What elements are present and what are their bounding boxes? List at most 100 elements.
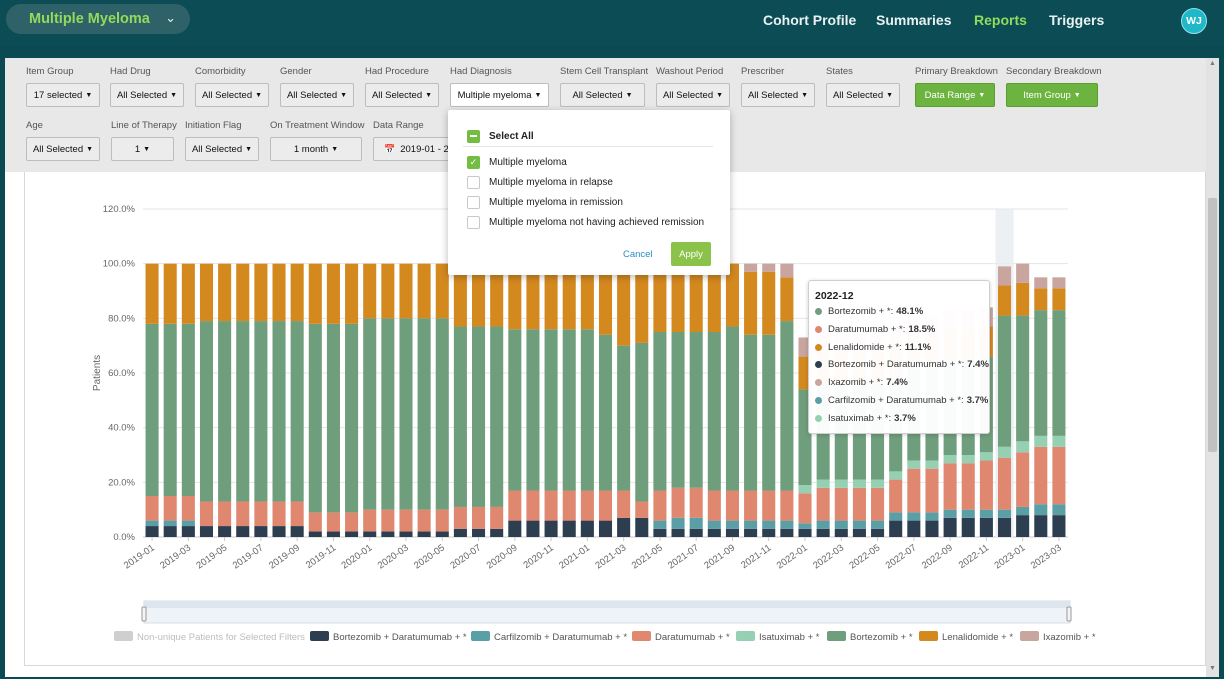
caret-down-icon: ▼ bbox=[340, 91, 348, 99]
item-group-value: 17 selected bbox=[33, 89, 83, 101]
age-dropdown[interactable]: All Selected ▼ bbox=[26, 137, 100, 161]
data-range-value: 2019-01 - 20 bbox=[400, 143, 455, 155]
caret-down-icon: ▼ bbox=[716, 91, 724, 99]
series-dot bbox=[815, 343, 822, 351]
stem-cell-transplant-value: All Selected bbox=[572, 89, 623, 101]
caret-down-icon: ▼ bbox=[245, 145, 253, 153]
on-treatment-window-value: 1 month bbox=[293, 143, 329, 155]
diagnosis-option[interactable]: Multiple myeloma in remission bbox=[467, 195, 623, 211]
caret-down-icon: ▼ bbox=[801, 91, 809, 99]
diagnosis-option[interactable]: Multiple myeloma in relapse bbox=[467, 174, 613, 190]
tooltip-series-value: 7.4% bbox=[967, 359, 989, 371]
cohort-selector[interactable]: Multiple Myeloma ⌄ bbox=[6, 4, 190, 34]
secondary-breakdown-dropdown[interactable]: Item Group ▼ bbox=[1006, 83, 1098, 107]
tooltip-row: Bortezomib + Daratumumab + *: 7.4% bbox=[815, 359, 989, 370]
checkbox[interactable] bbox=[467, 175, 480, 189]
scroll-up-arrow-icon[interactable]: ▲ bbox=[1209, 60, 1216, 67]
select-all-label: Select All bbox=[489, 130, 534, 142]
scroll-down-arrow-icon[interactable]: ▼ bbox=[1209, 665, 1216, 672]
tooltip-series-name: Isatuximab + *: bbox=[828, 412, 892, 424]
initiation-flag-dropdown[interactable]: All Selected ▼ bbox=[185, 137, 259, 161]
apply-button[interactable]: Apply bbox=[671, 242, 711, 266]
filter-label-stem-cell-transplant: Stem Cell Transplant bbox=[560, 66, 649, 77]
checkbox[interactable] bbox=[467, 216, 480, 230]
series-dot bbox=[815, 325, 822, 333]
nav-triggers[interactable]: Triggers bbox=[1049, 12, 1105, 28]
calendar-icon: 📅 bbox=[384, 143, 396, 154]
initiation-flag-value: All Selected bbox=[191, 143, 243, 155]
series-dot bbox=[815, 361, 822, 369]
tooltip-row: Carfilzomib + Daratumumab + *: 3.7% bbox=[815, 395, 988, 406]
states-dropdown[interactable]: All Selected ▼ bbox=[826, 83, 900, 107]
diagnosis-option[interactable]: Multiple myeloma not having achieved rem… bbox=[467, 215, 704, 231]
scrollbar-thumb[interactable] bbox=[1208, 198, 1217, 452]
user-avatar[interactable]: WJ bbox=[1181, 8, 1207, 34]
caret-down-icon: ▼ bbox=[170, 91, 178, 99]
gender-dropdown[interactable]: All Selected ▼ bbox=[280, 83, 354, 107]
filter-label-gender: Gender bbox=[280, 66, 312, 77]
nav-cohort-profile[interactable]: Cohort Profile bbox=[763, 12, 857, 28]
diagnosis-option[interactable]: ✓ Multiple myeloma bbox=[467, 154, 567, 170]
tooltip-series-value: 48.1% bbox=[896, 306, 924, 317]
filter-label-had-drug: Had Drug bbox=[110, 66, 151, 77]
stem-cell-transplant-dropdown[interactable]: All Selected ▼ bbox=[560, 83, 645, 107]
cohort-name: Multiple Myeloma bbox=[29, 11, 150, 27]
age-value: All Selected bbox=[32, 143, 84, 155]
tooltip-series-value: 7.4% bbox=[886, 377, 908, 389]
comorbidity-value: All Selected bbox=[201, 89, 253, 101]
diagnosis-dropdown-menu: Select All ✓ Multiple myeloma Multiple mye… bbox=[448, 110, 730, 275]
diagnosis-option-label: Multiple myeloma bbox=[489, 156, 567, 168]
tooltip-series-value: 3.7% bbox=[966, 395, 989, 406]
caret-down-icon: ▼ bbox=[331, 145, 339, 153]
filter-label-had-diagnosis: Had Diagnosis bbox=[450, 66, 512, 77]
caret-down-icon: ▼ bbox=[625, 91, 633, 99]
filter-label-washout-period: Washout Period bbox=[656, 66, 724, 77]
checkbox[interactable] bbox=[467, 196, 480, 210]
had-diagnosis-dropdown[interactable]: Multiple myeloma ▼ bbox=[450, 83, 549, 107]
tooltip-series-name: Ixazomib + *: bbox=[828, 377, 884, 389]
diagnosis-option-label: Multiple myeloma not having achieved rem… bbox=[489, 217, 705, 229]
tooltip-series-name: Carfilzomib + Daratumumab + *: bbox=[828, 395, 964, 406]
filter-label-initiation-flag: Initiation Flag bbox=[185, 120, 242, 131]
chart-tooltip: 2022-12 Bortezomib + *: 48.1% Daratumumab… bbox=[808, 280, 990, 434]
filter-label-had-procedure: Had Procedure bbox=[365, 66, 429, 77]
caret-down-icon: ▼ bbox=[143, 145, 151, 153]
nav-summaries[interactable]: Summaries bbox=[876, 12, 952, 28]
filter-label-age: Age bbox=[26, 120, 43, 131]
select-all-option[interactable]: Select All bbox=[467, 128, 534, 144]
primary-breakdown-dropdown[interactable]: Data Range ▼ bbox=[915, 83, 995, 107]
filter-label-comorbidity: Comorbidity bbox=[195, 66, 246, 77]
caret-down-icon: ▼ bbox=[978, 91, 986, 99]
tooltip-row: Bortezomib + *: 48.1% bbox=[815, 306, 923, 317]
diagnosis-option-label: Multiple myeloma in relapse bbox=[489, 176, 613, 188]
caret-down-icon: ▼ bbox=[86, 145, 94, 153]
comorbidity-dropdown[interactable]: All Selected ▼ bbox=[195, 83, 269, 107]
filter-label-data-range: Data Range bbox=[373, 120, 424, 131]
on-treatment-window-dropdown[interactable]: 1 month ▼ bbox=[270, 137, 362, 161]
checkbox[interactable]: ✓ bbox=[467, 155, 480, 169]
tooltip-series-value: 3.7% bbox=[894, 412, 916, 424]
caret-down-icon: ▼ bbox=[1073, 91, 1081, 99]
secondary-breakdown-value: Item Group bbox=[1023, 89, 1071, 101]
series-dot bbox=[815, 379, 822, 387]
had-diagnosis-value: Multiple myeloma bbox=[457, 89, 532, 101]
cancel-button[interactable]: Cancel bbox=[623, 249, 653, 260]
filter-label-line-of-therapy: Line of Therapy bbox=[111, 120, 177, 131]
washout-period-value: All Selected bbox=[662, 89, 714, 101]
caret-down-icon: ▼ bbox=[886, 91, 894, 99]
tooltip-series-value: 18.5% bbox=[908, 323, 936, 335]
item-group-dropdown[interactable]: 17 selected ▼ bbox=[26, 83, 100, 107]
nav-reports[interactable]: Reports bbox=[974, 12, 1027, 28]
washout-period-dropdown[interactable]: All Selected ▼ bbox=[656, 83, 730, 107]
gender-value: All Selected bbox=[286, 89, 338, 101]
had-drug-dropdown[interactable]: All Selected ▼ bbox=[110, 83, 184, 107]
tooltip-series-name: Bortezomib + Daratumumab + *: bbox=[828, 359, 965, 371]
states-value: All Selected bbox=[832, 89, 884, 101]
had-procedure-dropdown[interactable]: All Selected ▼ bbox=[365, 83, 439, 107]
prescriber-dropdown[interactable]: All Selected ▼ bbox=[741, 83, 815, 107]
prescriber-value: All Selected bbox=[747, 89, 799, 101]
series-dot bbox=[815, 308, 822, 315]
line-of-therapy-dropdown[interactable]: 1 ▼ bbox=[111, 137, 174, 161]
filter-label-on-treatment-window: On Treatment Window bbox=[270, 120, 365, 131]
select-all-checkbox[interactable] bbox=[467, 129, 480, 143]
